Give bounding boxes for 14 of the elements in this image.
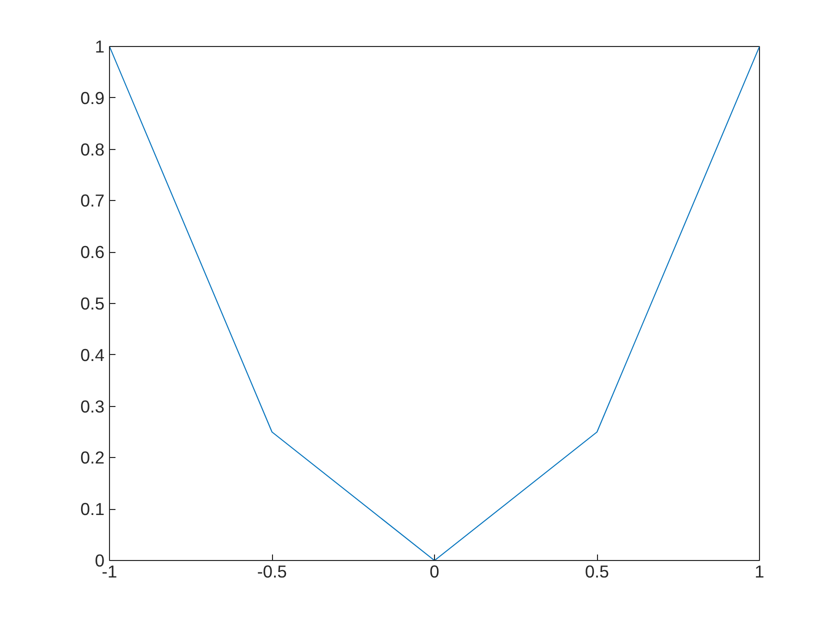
y-tick-label: 0.5 [80, 294, 105, 314]
x-tick-label: 0 [430, 562, 440, 582]
y-tick-label: 0.9 [80, 88, 105, 108]
x-tick-label: -0.5 [257, 562, 287, 582]
x-tick-label: 0.5 [584, 562, 610, 582]
y-tick-label: 0.6 [80, 242, 105, 262]
y-tick-label: 0.3 [80, 396, 105, 416]
y-tick-label: 0.8 [80, 139, 105, 160]
y-tick-label: 0.2 [80, 448, 105, 468]
y-tick-label: 0.1 [80, 499, 105, 520]
y-tick-label: 1 [94, 36, 105, 56]
y-tick-label: 0.7 [80, 190, 105, 211]
y-tick-label: 0.4 [80, 344, 105, 365]
x-tick-label: 1 [754, 562, 764, 582]
